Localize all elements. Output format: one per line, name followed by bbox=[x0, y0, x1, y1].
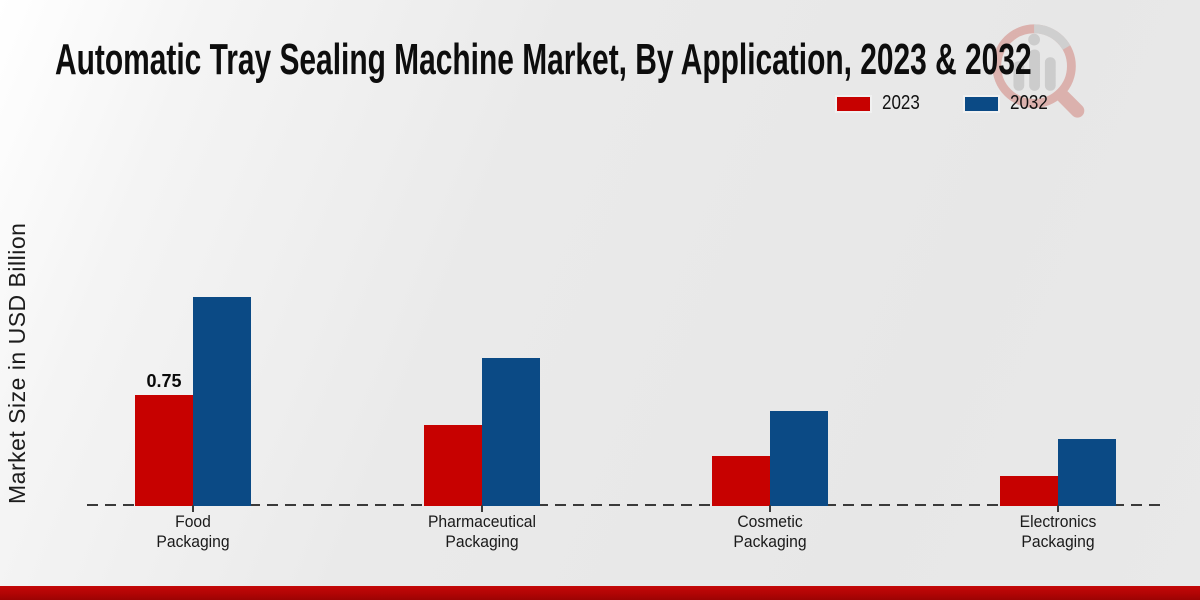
legend-label-2023: 2023 bbox=[882, 92, 920, 114]
bar-2032-electronics-packaging bbox=[1057, 439, 1116, 506]
bar-2032-food-packaging bbox=[193, 297, 251, 506]
market-research-logo-watermark bbox=[985, 20, 1093, 128]
footer-accent-bar bbox=[0, 586, 1200, 600]
axis-tick bbox=[192, 505, 194, 512]
bar-2023-cosmetic-packaging bbox=[711, 456, 770, 506]
category-label-pharmaceutical-packaging: Pharmaceutical Packaging bbox=[427, 513, 536, 551]
axis-tick bbox=[768, 505, 771, 512]
bar-2023-food-packaging bbox=[135, 395, 193, 506]
category-label-food-packaging: Food Packaging bbox=[156, 513, 230, 551]
category-label-electronics-packaging: Electronics Packaging bbox=[1019, 513, 1096, 551]
legend-label-2032: 2032 bbox=[1009, 92, 1048, 114]
bar-2032-pharmaceutical-packaging bbox=[481, 358, 540, 506]
page-title: Automatic Tray Sealing Machine Market, B… bbox=[55, 35, 1032, 84]
legend-item-2023: 2023 bbox=[837, 92, 927, 115]
axis-tick bbox=[480, 505, 483, 512]
legend: 2023 2032 bbox=[837, 92, 1054, 115]
magnifier-chart-icon bbox=[992, 24, 1085, 118]
bar-value-label-2023-food-packaging: 0.75 bbox=[146, 371, 182, 391]
axis-tick bbox=[1056, 505, 1059, 512]
category-label-cosmetic-packaging: Cosmetic Packaging bbox=[732, 513, 807, 551]
legend-swatch-2032 bbox=[964, 96, 998, 111]
legend-swatch-2023 bbox=[837, 96, 870, 111]
bar-2023-electronics-packaging bbox=[999, 476, 1058, 506]
bar-2023-pharmaceutical-packaging bbox=[423, 425, 482, 506]
x-axis-baseline bbox=[87, 504, 1165, 506]
legend-item-2032: 2032 bbox=[964, 92, 1055, 115]
bar-2032-cosmetic-packaging bbox=[769, 411, 828, 506]
